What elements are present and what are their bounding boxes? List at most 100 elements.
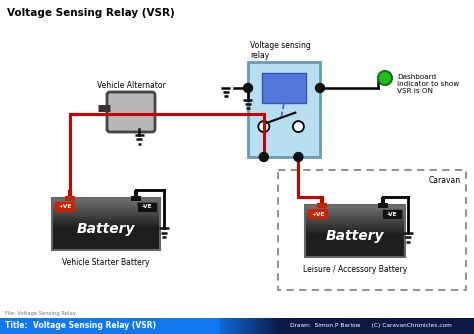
Bar: [378, 203, 388, 208]
Bar: [53, 213, 159, 214]
Bar: [306, 221, 404, 222]
Bar: [306, 220, 404, 221]
Bar: [248, 62, 320, 157]
Bar: [306, 230, 404, 231]
Bar: [53, 204, 159, 205]
Bar: [53, 225, 159, 226]
Bar: [53, 224, 159, 225]
Bar: [53, 221, 159, 222]
Bar: [306, 208, 404, 209]
Bar: [317, 203, 327, 208]
Text: Leisure / Accessory Battery: Leisure / Accessory Battery: [303, 265, 407, 274]
Bar: [306, 222, 404, 223]
Bar: [131, 196, 141, 201]
Bar: [53, 199, 159, 200]
Bar: [220, 318, 222, 334]
Text: -VE: -VE: [387, 211, 397, 216]
Bar: [256, 318, 258, 334]
Bar: [246, 318, 248, 334]
Text: Voltage sensing
relay: Voltage sensing relay: [250, 41, 311, 60]
Bar: [53, 200, 159, 201]
Circle shape: [294, 153, 303, 162]
Text: +VE: +VE: [311, 211, 325, 216]
Bar: [250, 318, 252, 334]
Bar: [306, 216, 404, 217]
Bar: [53, 219, 159, 220]
Bar: [306, 224, 404, 225]
Bar: [53, 212, 159, 213]
Bar: [276, 318, 278, 334]
Bar: [258, 318, 260, 334]
Bar: [306, 233, 404, 234]
Bar: [306, 225, 404, 226]
Bar: [53, 210, 159, 211]
Text: Title:  Voltage Sensing Relay (VSR): Title: Voltage Sensing Relay (VSR): [5, 322, 156, 331]
Text: +VE: +VE: [58, 204, 72, 209]
Bar: [278, 170, 466, 290]
Bar: [306, 227, 404, 228]
Circle shape: [258, 121, 269, 132]
Bar: [306, 219, 404, 220]
Bar: [53, 206, 159, 207]
Bar: [306, 207, 404, 208]
Bar: [53, 211, 159, 212]
Text: Drawn:  Simon P Barlow      (C) CaravanChronicles.com: Drawn: Simon P Barlow (C) CaravanChronic…: [290, 324, 452, 329]
Bar: [264, 318, 266, 334]
Bar: [306, 212, 404, 213]
Bar: [262, 73, 306, 103]
Bar: [232, 318, 234, 334]
FancyBboxPatch shape: [107, 92, 155, 132]
Bar: [242, 318, 244, 334]
Bar: [306, 217, 404, 218]
Circle shape: [378, 71, 392, 85]
Text: Battery: Battery: [77, 222, 135, 236]
Bar: [53, 214, 159, 215]
Bar: [240, 318, 242, 334]
Bar: [306, 228, 404, 229]
Text: Caravan: Caravan: [429, 176, 461, 185]
Bar: [236, 318, 238, 334]
Bar: [53, 218, 159, 219]
Bar: [0, 318, 474, 334]
Bar: [53, 226, 159, 227]
Bar: [306, 206, 404, 207]
Circle shape: [293, 121, 304, 132]
Bar: [0, 318, 220, 334]
Bar: [306, 210, 404, 211]
Bar: [53, 220, 159, 221]
Bar: [308, 209, 328, 219]
Bar: [238, 318, 240, 334]
Bar: [53, 222, 159, 223]
Bar: [306, 211, 404, 212]
Bar: [53, 208, 159, 209]
Bar: [270, 318, 272, 334]
Bar: [53, 223, 159, 224]
Bar: [278, 318, 280, 334]
Bar: [306, 229, 404, 230]
Bar: [306, 213, 404, 214]
Circle shape: [244, 84, 253, 93]
Bar: [254, 318, 256, 334]
Bar: [382, 209, 402, 219]
Bar: [306, 214, 404, 215]
Bar: [306, 232, 404, 233]
Bar: [53, 209, 159, 210]
Text: File: Voltage Sensing Relay: File: Voltage Sensing Relay: [5, 311, 76, 316]
Circle shape: [316, 84, 325, 93]
Bar: [53, 216, 159, 217]
Bar: [137, 202, 157, 212]
Bar: [53, 202, 159, 203]
Bar: [306, 218, 404, 219]
Bar: [53, 207, 159, 208]
Bar: [305, 205, 405, 257]
Bar: [306, 215, 404, 216]
Bar: [306, 223, 404, 224]
Text: Vehicle Alternator: Vehicle Alternator: [97, 81, 165, 90]
Bar: [53, 215, 159, 216]
Bar: [224, 318, 226, 334]
Text: Voltage Sensing Relay (VSR): Voltage Sensing Relay (VSR): [7, 8, 175, 18]
Bar: [65, 196, 75, 201]
Text: Dashboard
Indicator to show
VSR is ON: Dashboard Indicator to show VSR is ON: [397, 74, 459, 94]
Bar: [252, 318, 254, 334]
Bar: [306, 209, 404, 210]
